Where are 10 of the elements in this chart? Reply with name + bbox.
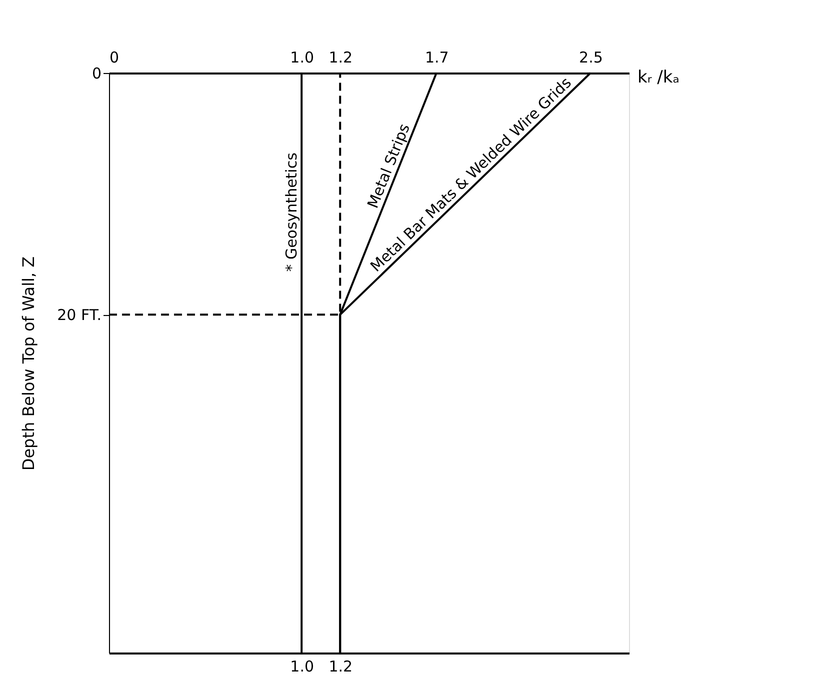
- x2-tick-label: 1.7: [424, 48, 449, 66]
- text: Metal Strips: [364, 121, 414, 211]
- y-tick-label: 20 FT.: [57, 306, 102, 324]
- x2-tick-label: 1.0: [290, 48, 314, 66]
- ref-line-label: * Geosynthetics: [282, 152, 301, 272]
- x2-tick-label: 2.5: [579, 48, 603, 66]
- x2-axis-title: kᵣ /kₐ: [638, 68, 680, 88]
- x2-tick-label: 1.2: [328, 48, 353, 66]
- x2-tick-label: 0: [110, 48, 120, 66]
- y-axis-title: Depth Below Top of Wall, Z: [19, 256, 38, 471]
